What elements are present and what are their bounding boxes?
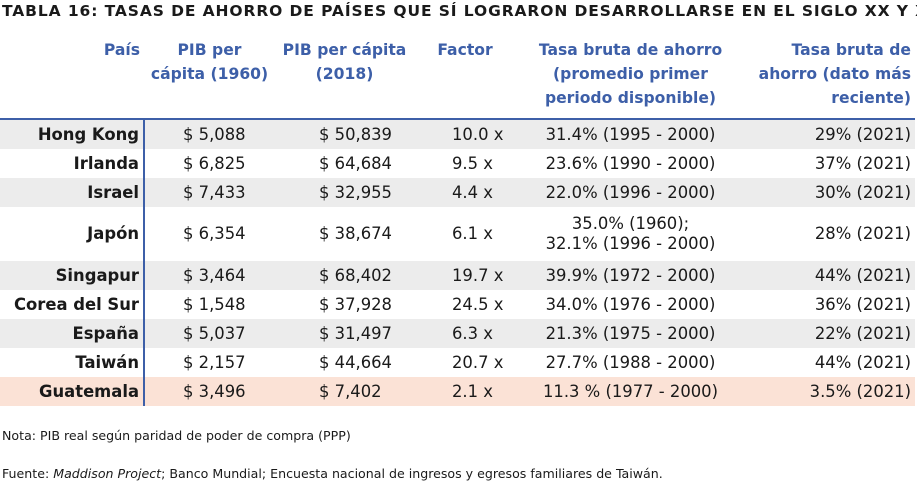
ahorro-reciente-cell: 37% (2021) (814, 153, 911, 173)
header-pais: País (103, 41, 140, 59)
table-source: Fuente: Maddison Project; Banco Mundial;… (2, 466, 663, 481)
ahorro-reciente-cell: 30% (2021) (745, 178, 915, 207)
table-row: Taiwán $ 2,157 $ 44,664 20.7 x 27.7% (19… (0, 348, 915, 377)
pib-1960-cell: $ 7,433 (144, 178, 275, 207)
ahorro-reciente-cell: 36% (2021) (814, 294, 911, 314)
ahorro-reciente-cell: 44% (2021) (745, 261, 915, 290)
country-cell: Israel (0, 178, 145, 207)
table-row: Irlanda $ 6,825 $ 64,684 9.5 x 23.6% (19… (0, 149, 915, 178)
country-cell: España (0, 319, 145, 348)
header-row: País PIB per cápita (1960) PIB per cápit… (0, 38, 915, 119)
ahorro-primer-cell: 39.9% (1972 - 2000) (516, 261, 745, 290)
table-row: Israel $ 7,433 $ 32,955 4.4 x 22.0% (199… (0, 178, 915, 207)
header-ahorro-reciente: Tasa bruta de ahorro (dato más reciente) (758, 41, 911, 107)
country-cell: Japón (0, 207, 145, 261)
header-ahorro-primer: Tasa bruta de ahorro (promedio primer pe… (538, 41, 723, 107)
factor-cell: 6.3 x (414, 319, 516, 348)
pib-2018-cell: $ 44,664 (319, 352, 392, 372)
ahorro-line-2: 32.1% (1996 - 2000) (545, 234, 716, 253)
source-rest: ; Banco Mundial; Encuesta nacional de in… (161, 466, 663, 481)
table-row: Hong Kong $ 5,088 $ 50,839 10.0 x 31.4% … (0, 119, 915, 149)
country-cell: Irlanda (0, 149, 145, 178)
pib-1960-cell: $ 3,464 (144, 261, 275, 290)
factor-cell: 4.4 x (414, 178, 516, 207)
ahorro-reciente-cell: 29% (2021) (745, 119, 915, 149)
header-pib-1960: PIB per cápita (1960) (150, 41, 269, 83)
pib-2018-cell: $ 31,497 (275, 319, 414, 348)
pib-1960-cell: $ 2,157 (183, 352, 246, 372)
pib-1960-cell: $ 3,496 (144, 377, 275, 406)
table-note: Nota: PIB real según paridad de poder de… (2, 428, 351, 443)
factor-cell: 19.7 x (414, 261, 516, 290)
country-cell: Guatemala (0, 377, 145, 406)
pib-2018-cell: $ 32,955 (275, 178, 414, 207)
table-row: España $ 5,037 $ 31,497 6.3 x 21.3% (197… (0, 319, 915, 348)
table-row: Corea del Sur $ 1,548 $ 37,928 24.5 x 34… (0, 290, 915, 319)
factor-cell: 6.1 x (452, 224, 493, 243)
pib-1960-cell: $ 6,825 (183, 153, 246, 173)
header-factor: Factor (437, 41, 493, 59)
factor-cell: 20.7 x (452, 352, 504, 372)
source-prefix: Fuente: (2, 466, 54, 481)
pib-2018-cell: $ 37,928 (319, 294, 392, 314)
factor-cell: 2.1 x (414, 377, 516, 406)
ahorro-primer-cell: 34.0% (1976 - 2000) (545, 294, 716, 314)
ahorro-reciente-cell: 28% (2021) (814, 224, 911, 243)
pib-1960-cell: $ 1,548 (183, 294, 246, 314)
pib-2018-cell: $ 50,839 (275, 119, 414, 149)
factor-cell: 24.5 x (452, 294, 504, 314)
pib-2018-cell: $ 38,674 (319, 224, 392, 243)
country-cell: Hong Kong (0, 119, 145, 149)
ahorro-reciente-cell: 3.5% (2021) (745, 377, 915, 406)
ahorro-primer-cell: 31.4% (1995 - 2000) (516, 119, 745, 149)
ahorro-primer-cell: 23.6% (1990 - 2000) (545, 153, 716, 173)
factor-cell: 9.5 x (452, 153, 493, 173)
ahorro-reciente-cell: 22% (2021) (745, 319, 915, 348)
pib-1960-cell: $ 5,088 (144, 119, 275, 149)
table-row: Japón $ 6,354 $ 38,674 6.1 x 35.0% (1960… (0, 207, 915, 261)
country-cell: Corea del Sur (0, 290, 145, 319)
country-cell: Singapur (0, 261, 145, 290)
ahorro-line-1: 35.0% (1960); (571, 214, 690, 233)
ahorro-primer-cell: 21.3% (1975 - 2000) (516, 319, 745, 348)
pib-1960-cell: $ 5,037 (144, 319, 275, 348)
table-row: Singapur $ 3,464 $ 68,402 19.7 x 39.9% (… (0, 261, 915, 290)
table-row-highlighted: Guatemala $ 3,496 $ 7,402 2.1 x 11.3 % (… (0, 377, 915, 406)
savings-table: País PIB per cápita (1960) PIB per cápit… (0, 38, 915, 406)
country-cell: Taiwán (0, 348, 145, 377)
pib-2018-cell: $ 68,402 (275, 261, 414, 290)
ahorro-reciente-cell: 44% (2021) (814, 352, 911, 372)
ahorro-primer-cell: 22.0% (1996 - 2000) (516, 178, 745, 207)
factor-cell: 10.0 x (414, 119, 516, 149)
ahorro-primer-cell: 27.7% (1988 - 2000) (545, 352, 716, 372)
ahorro-primer-cell: 35.0% (1960); 32.1% (1996 - 2000) (516, 207, 745, 261)
table-title: TABLA 16: TASAS DE AHORRO DE PAÍSES QUE … (2, 2, 917, 20)
header-pib-2018: PIB per cápita (2018) (282, 41, 407, 83)
pib-1960-cell: $ 6,354 (183, 224, 246, 243)
source-italic: Maddison Project (53, 466, 162, 481)
ahorro-primer-cell: 11.3 % (1977 - 2000) (516, 377, 745, 406)
pib-2018-cell: $ 7,402 (275, 377, 414, 406)
pib-2018-cell: $ 64,684 (319, 153, 392, 173)
